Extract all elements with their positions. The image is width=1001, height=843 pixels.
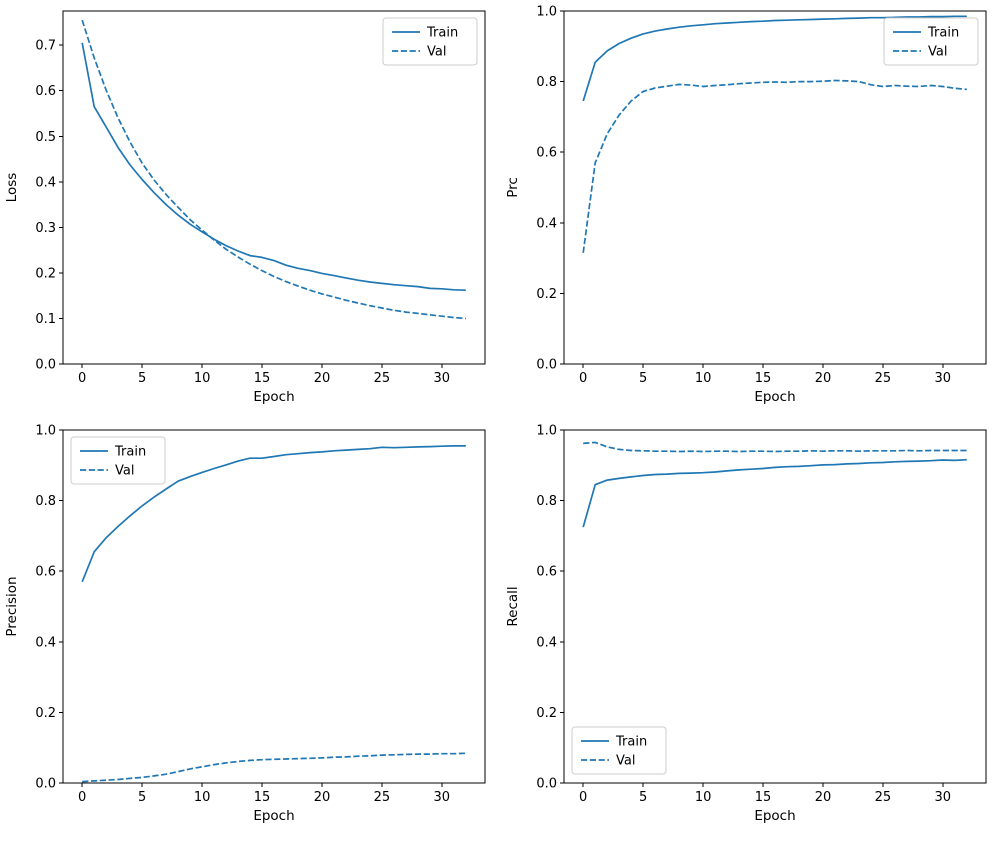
y-tick-label: 0.0 [536,358,557,373]
y-tick-label: 0.0 [536,777,557,792]
legend-label-train: Train [615,735,647,750]
legend-label-val: Val [427,45,446,60]
x-tick-label: 15 [755,790,772,805]
y-tick-label: 0.6 [35,565,56,580]
x-tick-label: 15 [254,371,271,386]
x-tick-label: 25 [374,371,391,386]
chart-loss: 0 5 10 15 20 25 30 0.0 0.1 0.2 0.3 0.4 0.5 0.6 0.7 Epoc… [0,0,500,419]
val-line [81,19,466,320]
axes-frame [62,429,486,784]
val-line [582,79,967,253]
x-tick-label: 20 [314,371,331,386]
x-tick-label: 20 [314,790,331,805]
x-tick-label: 5 [639,790,647,805]
y-axis-label: Prc [505,177,521,198]
x-tick-label: 0 [579,371,587,386]
y-tick-label: 0.2 [35,706,56,721]
axes-frame [563,10,987,365]
y-tick-label: 0.2 [536,287,557,302]
y-axis-label: Loss [4,173,20,203]
x-tick-label: 30 [434,371,451,386]
x-tick-label: 15 [254,790,271,805]
legend: Train Val [70,436,166,485]
y-tick-label: 0.4 [536,216,557,231]
y-tick-label: 0.0 [35,358,56,373]
y-tick-label: 0.8 [536,494,557,509]
legend-frame [571,726,667,775]
chart-precision: 0 5 10 15 20 25 30 0.0 0.2 0.4 0.6 0.8 1.0 Epoch Preci… [0,419,500,838]
x-axis-label: Epoch [253,808,294,824]
train-line [81,445,466,583]
x-tick-label: 10 [695,790,712,805]
x-axis-label: Epoch [754,389,795,405]
y-tick-label: 0.2 [536,706,557,721]
legend-label-train: Train [927,26,959,41]
axes-frame [62,10,486,365]
y-tick-label: 0.0 [35,777,56,792]
legend-label-val: Val [616,754,635,769]
x-tick-label: 0 [78,371,86,386]
x-tick-label: 10 [695,371,712,386]
y-tick-label: 0.8 [536,75,557,90]
x-tick-label: 25 [875,790,892,805]
y-tick-label: 0.5 [35,130,56,145]
x-tick-label: 30 [935,371,952,386]
y-tick-label: 0.2 [35,266,56,281]
y-tick-label: 0.4 [35,175,56,190]
y-tick-label: 0.3 [35,221,56,236]
y-tick-label: 0.7 [35,39,56,54]
x-tick-label: 0 [78,790,86,805]
y-axis-label: Recall [505,586,521,626]
val-line [583,441,967,453]
val-line [82,752,466,783]
x-tick-label: 0 [579,790,587,805]
chart-svg-recall: 0 5 10 15 20 25 30 0.0 0.2 0.4 0.6 0.8 1.0 Epoch Recal… [505,424,987,824]
x-tick-label: 25 [374,790,391,805]
chart-recall: 0 5 10 15 20 25 30 0.0 0.2 0.4 0.6 0.8 1.0 Epoch Recal… [501,419,1001,838]
x-tick-label: 20 [815,790,832,805]
y-tick-label: 0.4 [35,635,56,650]
y-tick-label: 1.0 [536,5,557,20]
y-tick-label: 0.6 [536,146,557,161]
legend-label-train: Train [426,26,458,41]
y-tick-label: 1.0 [536,424,557,439]
x-tick-label: 20 [815,371,832,386]
x-tick-label: 5 [639,371,647,386]
y-tick-label: 0.4 [536,635,557,650]
legend: Train Val [571,726,667,775]
legend-label-val: Val [928,45,947,60]
x-tick-label: 15 [755,371,772,386]
x-axis-label: Epoch [253,389,294,405]
x-tick-label: 30 [434,790,451,805]
train-line [582,15,967,102]
y-tick-label: 0.6 [35,84,56,99]
y-tick-label: 0.1 [35,312,56,327]
legend-frame [382,17,478,66]
legend-label-train: Train [114,445,146,460]
y-tick-label: 1.0 [35,424,56,439]
chart-svg-precision: 0 5 10 15 20 25 30 0.0 0.2 0.4 0.6 0.8 1.0 Epoch Preci… [4,424,486,824]
x-tick-label: 5 [138,790,146,805]
axes-frame [563,429,987,784]
legend-frame [883,17,979,66]
legend-label-val: Val [115,464,134,479]
y-tick-label: 0.8 [35,494,56,509]
x-axis-label: Epoch [754,808,795,824]
legend-frame [70,436,166,485]
train-line [81,42,466,292]
legend: Train Val [883,17,979,66]
chart-svg-prc: 0 5 10 15 20 25 30 0.0 0.2 0.4 0.6 0.8 1.0 Epoch Prc Tr… [505,5,987,405]
y-tick-label: 0.6 [536,565,557,580]
x-tick-label: 10 [194,790,211,805]
x-tick-label: 5 [138,371,146,386]
legend: Train Val [382,17,478,66]
x-tick-label: 25 [875,371,892,386]
train-line [582,458,967,528]
y-axis-label: Precision [4,576,20,636]
chart-prc: 0 5 10 15 20 25 30 0.0 0.2 0.4 0.6 0.8 1.0 Epoch Prc Tr… [501,0,1001,419]
x-tick-label: 30 [935,790,952,805]
chart-svg-loss: 0 5 10 15 20 25 30 0.0 0.1 0.2 0.3 0.4 0.5 0.6 0.7 Epoc… [4,10,486,405]
x-tick-label: 10 [194,371,211,386]
